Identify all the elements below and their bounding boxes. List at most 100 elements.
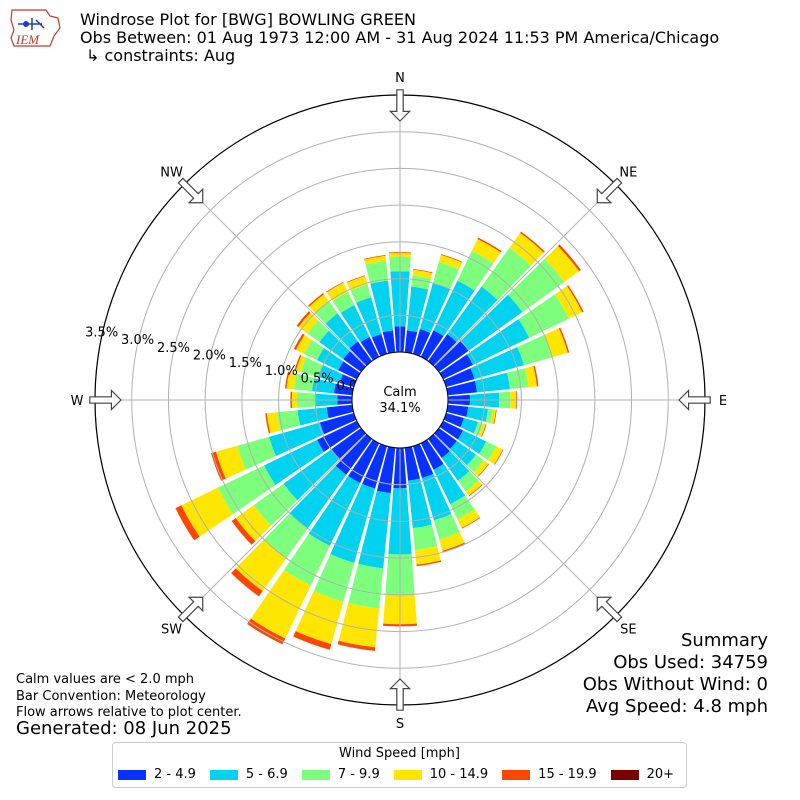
- bar-110deg-3: [478, 423, 486, 437]
- bar-300deg-4: [293, 333, 305, 350]
- bar-220deg-2: [263, 513, 308, 559]
- legend-label: 15 - 19.9: [538, 767, 597, 782]
- bar-70deg-1: [470, 347, 524, 380]
- chart-subtitle: Obs Between: 01 Aug 1973 12:00 AM - 31 A…: [80, 28, 720, 47]
- bar-280deg-2: [293, 373, 315, 392]
- bar-110deg-1: [460, 417, 479, 434]
- flow-arrows-note: Flow arrows relative to plot center.: [16, 705, 242, 720]
- bar-290deg-1: [318, 365, 343, 384]
- legend-swatch: [502, 769, 531, 780]
- bar-310deg-0: [343, 351, 366, 372]
- legend-swatch: [301, 769, 330, 780]
- logo-text: IEM: [15, 32, 40, 47]
- bar-190deg-1: [358, 490, 391, 569]
- bar-160deg-1: [421, 473, 452, 521]
- bar-140deg-2: [458, 471, 479, 492]
- bar-10deg-4: [413, 268, 433, 274]
- grid-spoke: [433, 433, 617, 617]
- bar-330deg-0: [360, 336, 380, 361]
- bar-170deg-4: [416, 560, 442, 567]
- grid-spoke: [433, 183, 617, 367]
- windrose-chart: NNEESESSWWNW0.0%0.5%1.0%1.5%2.0%2.5%3.0%…: [71, 71, 728, 732]
- legend-entry: 20+: [610, 767, 675, 782]
- bar-60deg-4: [567, 285, 584, 313]
- bar-280deg-1: [312, 378, 336, 394]
- bar-30deg-4: [477, 237, 502, 253]
- bar-300deg-2: [303, 339, 324, 361]
- bar-230deg-4: [231, 517, 256, 545]
- flow-arrow-icon: [678, 388, 711, 412]
- grid-spoke: [183, 433, 367, 617]
- bar-320deg-3: [309, 294, 330, 314]
- bar-220deg-1: [289, 465, 347, 529]
- bar-120deg-1: [457, 430, 487, 454]
- bar-10deg-2: [411, 275, 431, 290]
- bar-330deg-1: [340, 305, 370, 343]
- bar-250deg-1: [268, 422, 325, 457]
- bar-150deg-3: [457, 509, 481, 528]
- bar-260deg-2: [276, 410, 301, 431]
- bar-300deg-0: [338, 361, 361, 380]
- bar-200deg-0: [362, 443, 388, 489]
- generated-date: Generated: 08 Jun 2025: [16, 718, 232, 739]
- bar-30deg-3: [471, 238, 501, 264]
- bar-100deg-4: [493, 409, 497, 425]
- bar-260deg-4: [265, 413, 271, 434]
- direction-label-s: S: [396, 717, 404, 732]
- bar-140deg-1: [441, 451, 470, 481]
- bar-140deg-3: [465, 480, 483, 496]
- bar-210deg-3: [250, 570, 311, 639]
- radial-tick-label: 2.0%: [193, 348, 226, 363]
- direction-label-nw: NW: [160, 166, 183, 181]
- bar-convention-note: Bar Convention: Meteorology: [16, 689, 206, 704]
- bar-20deg-1: [419, 283, 450, 333]
- bar-320deg-1: [325, 313, 358, 349]
- direction-label-n: N: [395, 71, 405, 86]
- bar-20deg-2: [432, 261, 460, 290]
- grid-spoke: [183, 183, 367, 367]
- bar-80deg-2: [506, 368, 529, 390]
- flow-arrows: [89, 89, 711, 711]
- bar-10deg-0: [404, 330, 418, 354]
- bar-100deg-0: [446, 404, 469, 417]
- flow-arrow-icon: [596, 177, 623, 204]
- bar-350deg-3: [364, 255, 387, 265]
- bar-260deg-0: [326, 404, 354, 419]
- bar-170deg-0: [404, 446, 421, 481]
- direction-label-e: E: [719, 394, 727, 409]
- radial-tick-label: 1.5%: [229, 356, 262, 371]
- bar-120deg-3: [488, 446, 503, 465]
- bar-240deg-2: [217, 465, 276, 514]
- bar-20deg-4: [440, 254, 463, 263]
- bar-210deg-2: [283, 533, 330, 586]
- bar-110deg-4: [481, 424, 487, 437]
- bar-120deg-4: [494, 449, 504, 465]
- summary-obs-used: Obs Used: 34759: [613, 652, 768, 673]
- bar-160deg-4: [442, 542, 466, 553]
- bar-170deg-1: [408, 478, 432, 529]
- bar-160deg-0: [412, 443, 434, 479]
- bar-150deg-2: [450, 495, 475, 520]
- legend-swatch: [118, 769, 146, 780]
- bar-10deg-1: [406, 286, 429, 333]
- bar-280deg-4: [285, 371, 290, 389]
- bar-40deg-1: [447, 286, 498, 342]
- legend-swatch: [610, 769, 639, 780]
- bar-50deg-4: [557, 244, 581, 272]
- bar-310deg-3: [298, 312, 319, 334]
- bar-130deg-1: [450, 440, 476, 466]
- bar-320deg-0: [349, 341, 372, 366]
- bar-80deg-3: [524, 366, 537, 388]
- bar-20deg-0: [412, 329, 431, 357]
- bar-350deg-2: [365, 260, 389, 284]
- legend-label: 5 - 6.9: [245, 767, 288, 782]
- bar-310deg-1: [319, 330, 350, 360]
- bar-10deg-3: [412, 269, 433, 279]
- legend-label: 10 - 14.9: [429, 767, 489, 782]
- radial-tick-label: 2.5%: [157, 341, 190, 356]
- bar-300deg-3: [295, 334, 312, 354]
- bar-70deg-2: [517, 334, 553, 366]
- bar-130deg-0: [434, 428, 457, 449]
- bar-20deg-3: [438, 254, 463, 270]
- legend-label: 20+: [646, 767, 675, 782]
